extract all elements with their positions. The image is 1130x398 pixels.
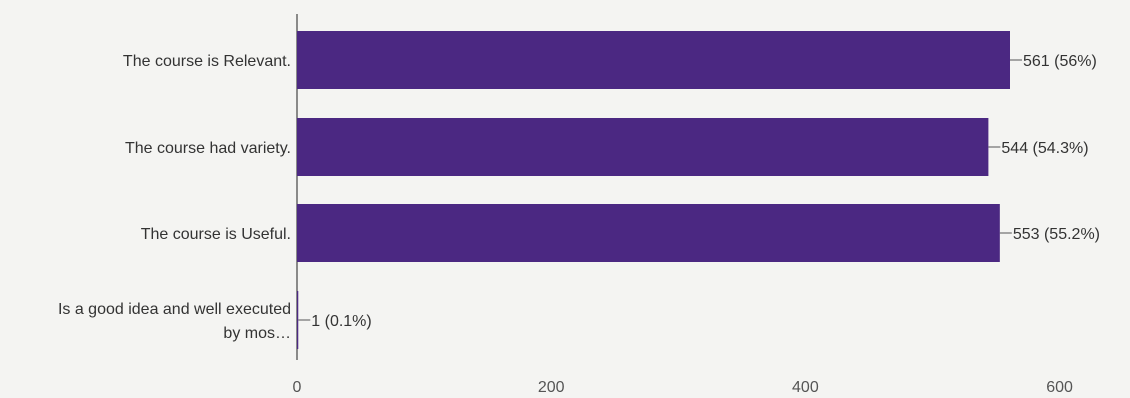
category-label: Is a good idea and well executed bbox=[58, 301, 291, 318]
bar bbox=[297, 291, 299, 349]
category-label: The course had variety. bbox=[125, 140, 291, 157]
x-tick-label: 200 bbox=[538, 379, 565, 396]
bar bbox=[297, 118, 989, 176]
category-label: by mos… bbox=[223, 325, 291, 342]
data-label: 544 (54.3%) bbox=[1001, 140, 1088, 157]
data-label: 1 (0.1%) bbox=[311, 313, 371, 330]
x-tick-label: 0 bbox=[293, 379, 302, 396]
bar bbox=[297, 31, 1010, 89]
category-label: The course is Relevant. bbox=[123, 53, 291, 70]
bar bbox=[297, 204, 1000, 262]
data-label: 561 (56%) bbox=[1023, 53, 1097, 70]
x-tick-label: 400 bbox=[792, 379, 819, 396]
category-label: The course is Useful. bbox=[141, 226, 291, 243]
x-tick-label: 600 bbox=[1046, 379, 1073, 396]
data-label: 553 (55.2%) bbox=[1013, 226, 1100, 243]
